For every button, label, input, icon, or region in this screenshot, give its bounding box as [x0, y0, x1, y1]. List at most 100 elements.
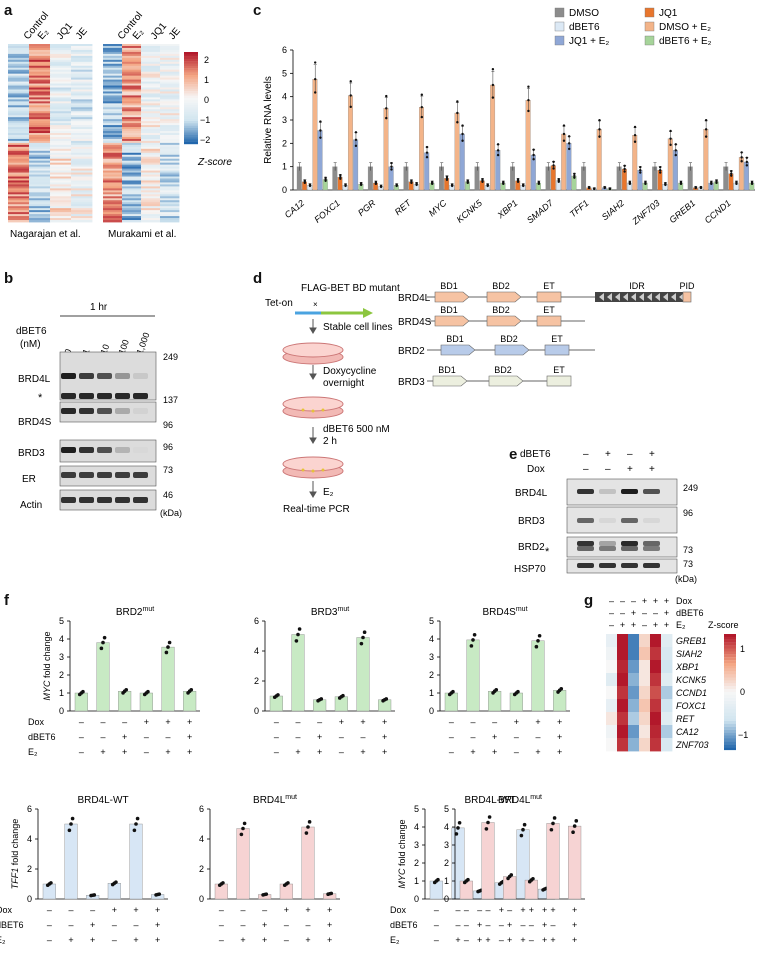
blot-b-images	[59, 351, 157, 511]
heatmap-cell	[29, 176, 51, 179]
heatmap-cell	[50, 196, 72, 199]
chart-f-title: BRD3mut	[311, 606, 349, 618]
data-point	[527, 98, 530, 102]
colorbar-a-title: Z-score	[197, 157, 232, 168]
blot-band	[97, 472, 112, 478]
heatmap-cell	[160, 113, 180, 116]
heatmap-cell	[628, 699, 640, 713]
data-point	[101, 640, 105, 645]
data-point	[491, 68, 495, 71]
heatmap-cell	[50, 200, 72, 203]
heatmap-cell	[103, 158, 123, 162]
heatmap-cell	[141, 156, 161, 160]
data-point	[587, 186, 591, 189]
step-2h: 2 h	[323, 436, 337, 447]
colorbar-a-step	[184, 139, 198, 142]
cond-sign: +	[535, 717, 540, 727]
heatmap-cell	[29, 194, 51, 197]
heatmap-cell	[50, 77, 72, 80]
heatmap-a-right-col-2: JQ1	[149, 20, 169, 41]
heatmap-cell	[71, 192, 93, 195]
heatmap-cell	[122, 99, 142, 102]
heatmap-cell	[103, 202, 123, 205]
cond-label: Dox	[28, 717, 45, 727]
gene-label: GREB1	[676, 636, 707, 646]
colorbar-g-step	[724, 639, 736, 643]
heatmap-cell	[122, 59, 142, 63]
heatmap-cell	[8, 148, 30, 152]
heatmap-cell	[71, 212, 93, 215]
heatmap-cell	[71, 138, 93, 142]
e-dbet-1: +	[605, 449, 611, 460]
heatmap-cell	[103, 125, 123, 128]
data-point	[425, 155, 429, 159]
heatmap-cell	[50, 180, 72, 183]
heatmap-cell	[160, 101, 180, 104]
idr-motif	[623, 293, 628, 301]
bar	[546, 823, 560, 900]
heatmap-cell	[141, 101, 161, 104]
y-tick-label: 4	[254, 646, 259, 656]
data-point	[658, 168, 662, 172]
heatmap-cell	[122, 65, 142, 69]
heatmap-cell	[160, 111, 180, 114]
cond-label: E₂	[0, 935, 6, 945]
data-point	[559, 687, 564, 691]
bar	[312, 79, 318, 191]
data-point	[633, 133, 637, 137]
heatmap-cell	[29, 168, 51, 171]
data-point	[472, 632, 477, 637]
data-point	[354, 138, 358, 142]
heatmap-cell	[8, 174, 30, 177]
blot-b-time: 1 hr	[90, 302, 108, 313]
data-point	[456, 826, 460, 830]
colorbar-a-tick-3: −1	[200, 115, 210, 125]
cond-sign: +	[550, 935, 555, 945]
colorbar-a-step	[184, 141, 198, 145]
data-point	[669, 129, 672, 133]
colorbar-a-step	[184, 121, 198, 124]
colorbar-a-step	[184, 118, 198, 122]
heatmap-cell	[141, 49, 161, 53]
x-tick-label: ZNF703	[630, 198, 662, 227]
y-tick-label: 5	[429, 616, 434, 626]
blot-band	[61, 393, 76, 399]
heatmap-cell	[160, 146, 180, 150]
heatmap-cell	[122, 129, 142, 132]
cond-sign: –	[165, 732, 170, 742]
heatmap-cell	[160, 206, 180, 209]
y-tick-label: 5	[444, 804, 449, 814]
heatmap-cell	[8, 79, 30, 82]
panel-e-western: dBET6 Dox – + – + – – + + BRD4L BRD3 BRD…	[514, 449, 698, 575]
heatmap-a-left-col-3: JE	[74, 26, 90, 42]
data-point	[531, 876, 535, 881]
heatmap-cell	[71, 61, 93, 65]
heatmap-cell	[122, 148, 142, 152]
legend-swatch	[554, 35, 565, 46]
heatmap-cell	[8, 83, 30, 86]
data-point	[361, 635, 365, 640]
heatmap-cell	[122, 75, 142, 79]
cond-sign: –	[295, 717, 300, 727]
data-point	[461, 139, 464, 142]
heatmap-cell	[160, 127, 180, 130]
y-tick-label: 4	[59, 634, 64, 644]
heatmap-cell	[122, 158, 142, 162]
heatmap-cell	[8, 220, 30, 223]
data-point	[516, 178, 520, 181]
blot-band	[643, 546, 660, 551]
heatmap-cell	[29, 79, 51, 82]
data-point	[457, 820, 462, 825]
g-header-sign: –	[609, 596, 614, 606]
domain-label: BD1	[446, 334, 464, 344]
bar	[568, 825, 582, 900]
heatmap-cell	[160, 125, 180, 128]
heatmap-cell	[50, 148, 72, 152]
data-point	[344, 183, 347, 186]
data-point	[132, 828, 137, 833]
heatmap-cell	[141, 220, 161, 223]
heatmap-cell	[122, 51, 142, 55]
heatmap-cell	[8, 87, 30, 90]
heatmap-cell	[122, 123, 142, 126]
heatmap-cell	[650, 725, 662, 739]
